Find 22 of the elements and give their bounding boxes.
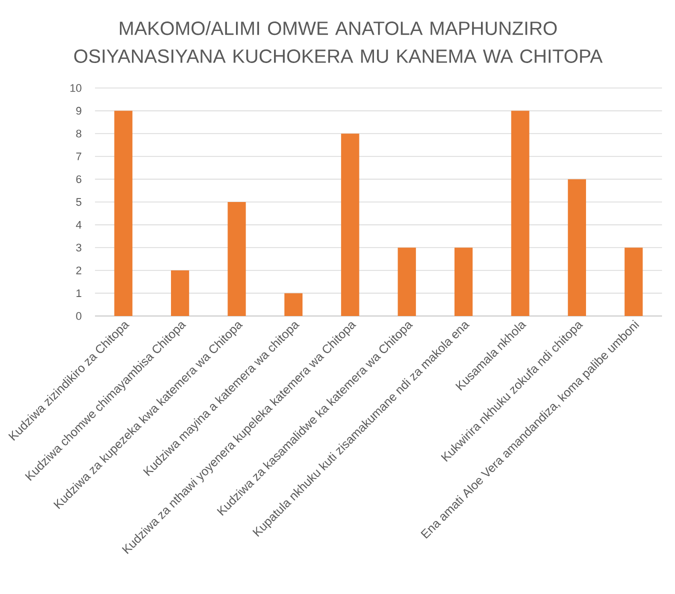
y-tick-label: 5: [76, 198, 82, 206]
y-tick-label: 2: [76, 266, 82, 274]
bar: [624, 248, 643, 316]
y-tick-label: 6: [76, 175, 82, 184]
bar: [228, 202, 246, 316]
bar: [114, 110, 132, 316]
y-tick-label: 4: [76, 221, 82, 229]
bar: [170, 270, 190, 316]
bar: [398, 248, 416, 316]
y-tick-label: 10: [70, 84, 82, 92]
bar: [511, 110, 530, 316]
y-tick-label: 7: [76, 152, 82, 160]
bar: [454, 248, 473, 316]
chart-title: MAKOMO/ALIMI OMWE ANATOLA MAPHUNZIRO OSIYANASIYANA KUCHOKERA MU KANEMA WA CHITOPA: [74, 21, 603, 63]
y-tick-label: 0: [76, 312, 82, 320]
bar: [341, 134, 360, 316]
bar: [284, 293, 303, 316]
y-tick-label: 9: [76, 106, 82, 115]
y-tick-label: 8: [76, 130, 82, 138]
y-tick-label: 3: [76, 244, 82, 252]
bar: [568, 179, 586, 316]
y-tick-label: 1: [76, 289, 82, 297]
